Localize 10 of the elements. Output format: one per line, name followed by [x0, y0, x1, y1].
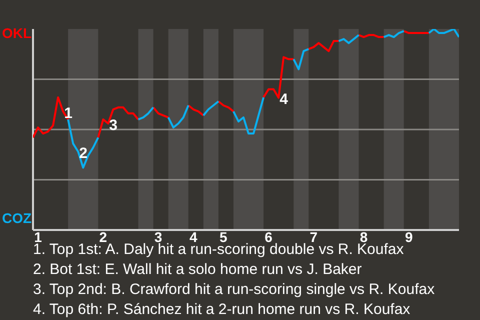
text: OKL: [2, 24, 32, 42]
annotation: 1: [64, 104, 72, 122]
annotation: 2: [79, 145, 88, 162]
text: COZ: [2, 209, 32, 227]
x-tick-label: 9: [404, 229, 413, 245]
text: 2. Bot 1st: E. Wall hit a solo home run vs J. Baker: [33, 260, 363, 280]
annotation: 4: [280, 91, 289, 108]
text: 4. Top 6th: P. Sánchez hit a 2-run home run vs R. Koufax: [33, 300, 412, 320]
text: 3. Top 2nd: B. Crawford hit a run-scoring single vs R. Koufax: [33, 280, 435, 300]
annotation: 3: [109, 116, 118, 134]
